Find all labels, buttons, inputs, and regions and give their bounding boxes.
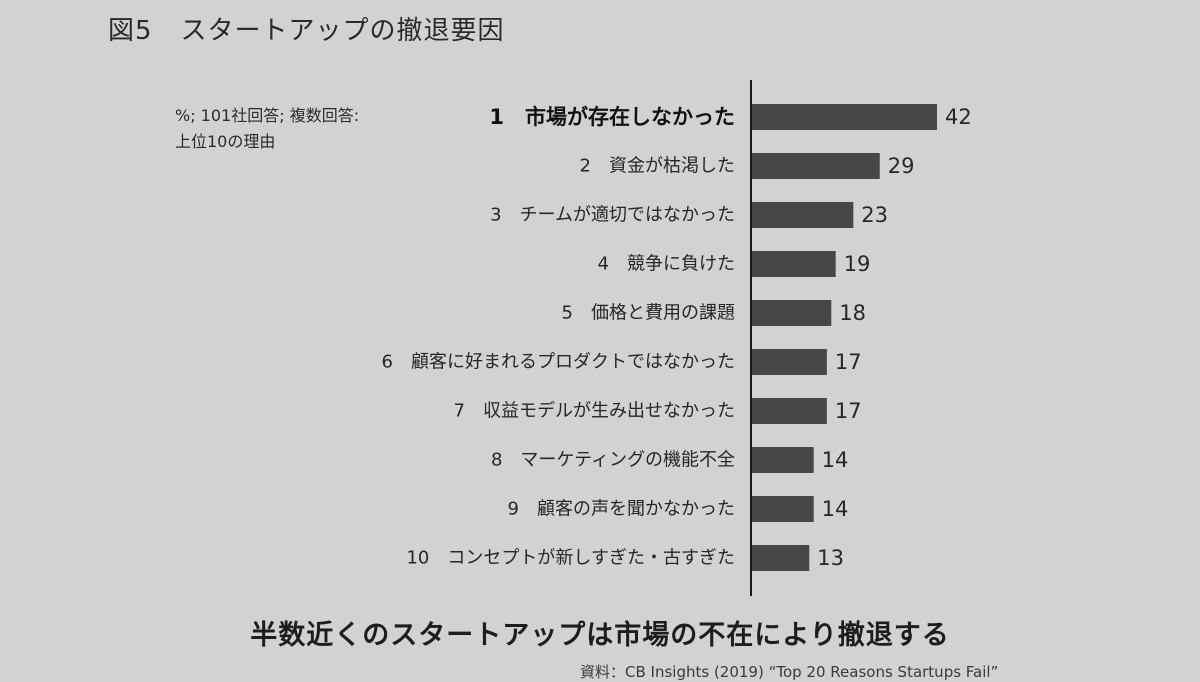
bar bbox=[752, 349, 827, 375]
bar bbox=[752, 496, 814, 522]
data-label: 17 bbox=[835, 350, 862, 374]
source-citation: 資料：CB Insights (2019) “Top 20 Reasons St… bbox=[580, 663, 999, 681]
bar-chart: 1 市場が存在しなかった 42 2 資金が枯渇した 29 3 チームが適切ではなかった 2… bbox=[382, 80, 972, 596]
conclusion-text: 半数近くのスタートアップは市場の不在により撤退する bbox=[250, 620, 950, 651]
data-label: 42 bbox=[945, 105, 972, 129]
data-label: 18 bbox=[839, 301, 866, 325]
category-label: 8 マーケティングの機能不全 bbox=[491, 450, 735, 471]
figure-title: 図5 スタートアップの撤退要因 bbox=[108, 10, 505, 47]
data-label: 23 bbox=[861, 203, 888, 227]
bar bbox=[752, 104, 937, 130]
figure-number: 図5 bbox=[108, 16, 153, 46]
category-label: 9 顧客の声を聞かなかった bbox=[508, 499, 735, 520]
category-label: 2 資金が枯渇した bbox=[580, 156, 735, 177]
category-label: 3 チームが適切ではなかった bbox=[490, 205, 735, 226]
category-label: 10 コンセプトが新しすぎた・古すぎた bbox=[406, 548, 735, 569]
bar bbox=[752, 545, 810, 571]
bar bbox=[752, 447, 814, 473]
data-label: 29 bbox=[888, 154, 915, 178]
page-title: スタートアップの撤退要因 bbox=[180, 16, 505, 46]
category-label: 7 収益モデルが生み出せなかった bbox=[454, 401, 735, 422]
data-label: 19 bbox=[844, 252, 871, 276]
bar bbox=[752, 300, 832, 326]
data-label: 13 bbox=[817, 546, 844, 570]
chart-note: %; 101社回答; 複数回答: 上位10の理由 bbox=[175, 103, 359, 155]
category-label: 4 競争に負けた bbox=[598, 254, 735, 275]
bar bbox=[752, 153, 880, 179]
category-label: 1 市場が存在しなかった bbox=[489, 105, 735, 129]
data-label: 17 bbox=[835, 399, 862, 423]
data-label: 14 bbox=[822, 497, 849, 521]
note-line-1: %; 101社回答; 複数回答: bbox=[175, 106, 360, 125]
data-label: 14 bbox=[822, 448, 849, 472]
note-line-2: 上位10の理由 bbox=[175, 132, 276, 151]
bar bbox=[752, 202, 854, 228]
bar bbox=[752, 251, 836, 277]
category-label: 6 顧客に好まれるプロダクトではなかった bbox=[382, 352, 735, 373]
category-label: 5 価格と費用の課題 bbox=[562, 303, 735, 324]
bar bbox=[752, 398, 827, 424]
